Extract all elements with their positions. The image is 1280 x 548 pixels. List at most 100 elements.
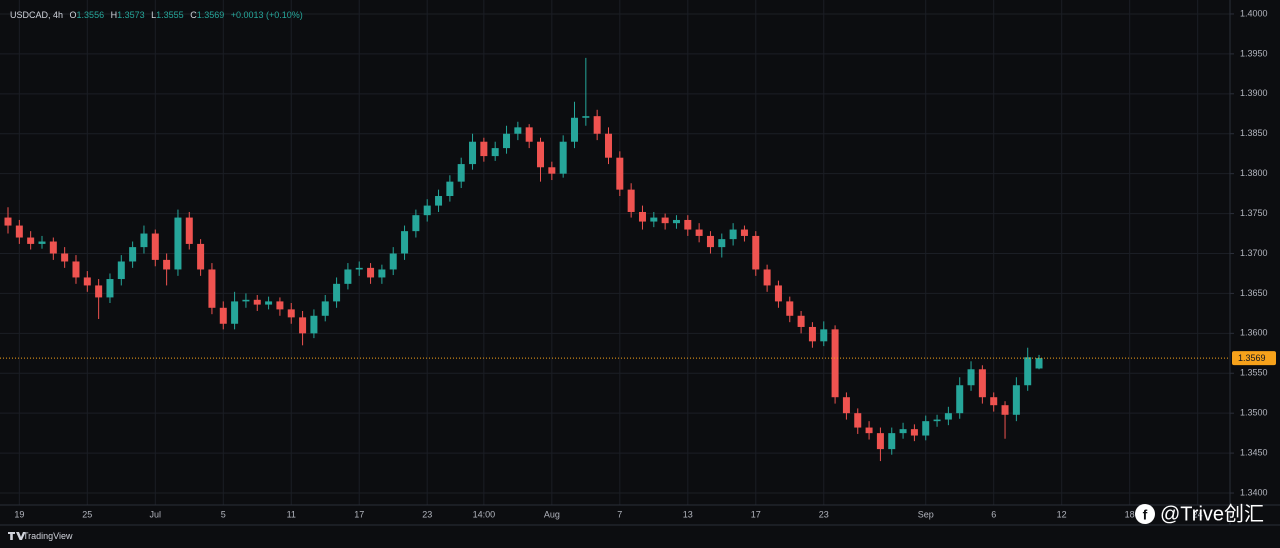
- candle-body: [525, 127, 533, 142]
- watermark: f @Trive创汇: [1135, 502, 1264, 525]
- candle-body: [786, 301, 794, 316]
- candle-body: [435, 196, 443, 206]
- ohlc-label: C: [190, 10, 197, 20]
- candle-body: [763, 269, 771, 286]
- candle-body: [378, 269, 386, 278]
- candle-body: [899, 429, 907, 434]
- candle-body: [231, 301, 239, 324]
- ohlc-legend: USDCAD, 4h O1.3556 H1.3573 L1.3555 C1.35…: [10, 10, 303, 20]
- logo-icon: [8, 532, 26, 540]
- candle-body: [990, 397, 998, 406]
- candle-body: [253, 299, 261, 305]
- candle-body: [287, 309, 295, 318]
- candle-body: [695, 229, 703, 236]
- logo-text: TradingView: [23, 531, 73, 541]
- candle-body: [956, 385, 964, 414]
- ohlc-value: 1.3569: [197, 10, 225, 20]
- candle-body: [242, 299, 250, 302]
- candle-body: [106, 279, 114, 298]
- candle-body: [197, 243, 205, 270]
- candle-body: [661, 217, 669, 224]
- plot: [0, 57, 1230, 462]
- ohlc-label: H: [111, 10, 118, 20]
- y-tick-label: 1.3650: [1240, 288, 1268, 298]
- candle-body: [457, 164, 465, 182]
- candle-body: [740, 229, 748, 236]
- candle-body: [389, 253, 397, 270]
- candle-body: [797, 315, 805, 327]
- y-tick-label: 1.3900: [1240, 88, 1268, 98]
- ohlc-value: 1.3573: [117, 10, 145, 20]
- candle-body: [774, 285, 782, 302]
- candle-body: [571, 117, 578, 142]
- candle-body: [650, 217, 658, 222]
- y-tick-label: 1.3800: [1240, 168, 1268, 178]
- candle-body: [299, 317, 307, 334]
- candle-body: [718, 239, 726, 248]
- candle-body: [672, 219, 680, 224]
- candle-body: [922, 421, 930, 436]
- candle-body: [412, 215, 420, 232]
- last-price-tag: [1232, 351, 1276, 366]
- candle-body: [344, 269, 352, 284]
- candle-body: [469, 141, 477, 165]
- tradingview-logo[interactable]: TradingView: [8, 531, 73, 541]
- candle-body: [865, 427, 873, 434]
- candle-body: [117, 261, 125, 280]
- candle-body: [933, 419, 941, 422]
- candle-body: [1012, 385, 1020, 415]
- candle-body: [604, 133, 612, 158]
- candle-body: [49, 241, 57, 254]
- x-tick-label: 17: [751, 509, 761, 519]
- candle-body: [333, 283, 341, 302]
- candle-body: [265, 301, 273, 305]
- ohlc-value: 1.3555: [156, 10, 184, 20]
- x-tick-label: 6: [991, 509, 996, 519]
- facebook-icon: [1135, 504, 1155, 524]
- y-tick-label: 1.3400: [1240, 487, 1268, 497]
- x-tick-label: Sep: [918, 509, 934, 519]
- candle-body: [820, 329, 828, 342]
- candle-body: [706, 235, 714, 248]
- candle-body: [638, 211, 646, 222]
- candle-body: [910, 429, 918, 436]
- candle-body: [480, 141, 488, 157]
- candle-body: [140, 233, 148, 248]
- candle-body: [876, 433, 884, 450]
- candle-body: [1024, 357, 1032, 386]
- candle-body: [559, 141, 567, 174]
- candle-body: [978, 369, 986, 398]
- candle-body: [888, 433, 896, 450]
- candle-body: [367, 267, 375, 278]
- candle-body: [854, 413, 862, 428]
- candle-body: [752, 235, 760, 270]
- ohlc-label: O: [70, 10, 77, 20]
- candle-body: [163, 259, 171, 270]
- candle-body: [808, 326, 816, 342]
- candle-body: [1001, 405, 1009, 415]
- axes: 1.3400 1.3450 1.3500 1.3550 1.3600 1.3650 1.37…: [14, 8, 1276, 519]
- candle-body: [842, 397, 850, 414]
- x-tick-label: 23: [819, 509, 829, 519]
- candle-body: [446, 181, 454, 197]
- watermark-text: @Trive创汇: [1160, 502, 1264, 525]
- ohlc-label: L: [151, 10, 156, 20]
- x-tick-label: 25: [82, 509, 92, 519]
- y-tick-label: 1.3550: [1240, 368, 1268, 378]
- y-tick-label: 1.3850: [1240, 128, 1268, 138]
- candle-body: [4, 217, 12, 226]
- x-tick-label: 24: [1193, 509, 1203, 519]
- candle-body: [684, 219, 692, 230]
- candle-body: [627, 189, 635, 212]
- candle-body: [537, 141, 545, 168]
- y-tick-label: 1.4000: [1240, 8, 1268, 18]
- x-tick-label: 18: [1125, 509, 1135, 519]
- x-tick-label: 5: [221, 509, 226, 519]
- y-tick-label: 1.3750: [1240, 208, 1268, 218]
- y-tick-label: 1.3950: [1240, 48, 1268, 58]
- candle-body: [27, 237, 35, 244]
- x-tick-label: 11: [287, 509, 296, 519]
- candle-body: [208, 269, 216, 308]
